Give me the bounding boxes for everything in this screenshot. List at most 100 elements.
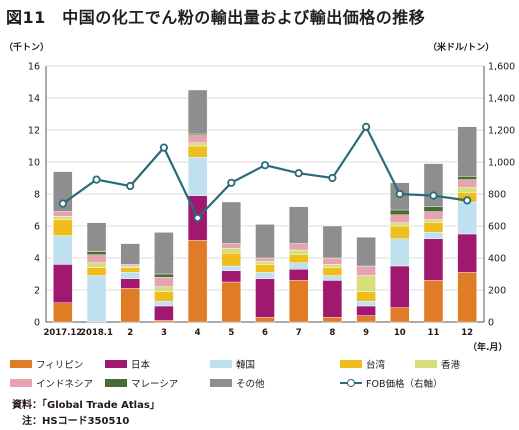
bar-segment <box>154 277 174 288</box>
bar-segment <box>322 225 343 259</box>
bar-segment <box>187 156 208 196</box>
x-tick-label: 6 <box>262 328 268 338</box>
bar-segment <box>255 272 275 279</box>
bar-segment <box>288 262 309 270</box>
bar-segment <box>457 187 477 193</box>
price-point <box>227 178 236 187</box>
bar-segment <box>423 280 444 323</box>
legend-label: FOB価格（右軸） <box>366 379 443 390</box>
x-tick-label: 2017.12 <box>43 328 82 338</box>
bar-segment <box>288 206 309 244</box>
bar-segment <box>154 286 174 292</box>
bar-segment <box>187 240 208 323</box>
x-tick-label: 5 <box>228 328 234 338</box>
legend-item: 韓国 <box>210 357 255 371</box>
x-axis-unit: （年.月） <box>468 343 508 353</box>
bar-segment <box>288 249 309 256</box>
y-tick-label: 16 <box>28 62 40 73</box>
bar-segment <box>255 317 275 323</box>
price-point <box>294 169 303 178</box>
y2-tick-label: 1,400 <box>488 94 515 105</box>
legend-label: その他 <box>236 379 265 390</box>
hs-code-note: 注：HSコード350510 <box>22 416 130 427</box>
bar-segment <box>423 163 444 208</box>
bar-segment <box>120 267 140 273</box>
bar-segment <box>288 254 309 264</box>
bar-segment <box>322 257 343 265</box>
bar-segment <box>322 317 343 323</box>
x-tick-label: 2018.1 <box>80 328 113 338</box>
bar-segment <box>356 305 376 316</box>
price-point <box>159 143 169 152</box>
bar-segment <box>154 232 174 275</box>
price-point <box>126 181 135 191</box>
bar-segment <box>423 206 444 212</box>
bar-segment <box>221 201 242 244</box>
bar-segment <box>53 211 73 217</box>
bar-segment <box>53 264 73 303</box>
x-tick-label: 10 <box>394 328 406 338</box>
bar-segment <box>53 216 73 220</box>
y2-tick-label: 800 <box>488 190 506 201</box>
y-tick-label: 10 <box>28 158 40 169</box>
price-point <box>193 213 202 223</box>
bar-segment <box>120 243 140 265</box>
bar-segment <box>53 235 73 265</box>
bar-segment <box>423 211 444 220</box>
bar-segment <box>221 248 242 254</box>
left-axis-unit: （千トン） <box>4 43 50 53</box>
bar-segment <box>221 252 242 267</box>
bar-segment <box>120 265 140 268</box>
right-axis-unit: （米ドル/トン） <box>428 43 495 53</box>
bar-segment <box>120 264 140 267</box>
legend-swatch <box>10 360 32 368</box>
legend: フィリピン 日本 韓国 台湾 香港 インドネシア マレーシア その他 FOB価格（右軸） <box>10 357 515 393</box>
legend-item: マレーシア <box>105 376 178 390</box>
y-tick-label: 12 <box>28 126 40 137</box>
bar-segment <box>187 134 208 144</box>
y2-tick-label: 1,200 <box>488 126 515 137</box>
bar-segment <box>288 243 309 251</box>
bar-segment <box>390 222 410 227</box>
bar-segment <box>322 280 343 318</box>
y-tick-label: 0 <box>34 318 40 329</box>
legend-item: 日本 <box>105 357 150 371</box>
bar-segment <box>390 209 410 216</box>
legend-swatch <box>210 379 232 387</box>
x-tick-label: 12 <box>461 328 473 338</box>
legend-label: 韓国 <box>236 360 256 371</box>
bar-segment <box>86 275 107 323</box>
bar-segment <box>390 238 410 267</box>
bar-segment <box>356 315 376 323</box>
source-note: 資料：「Global Trade Atlas」 <box>12 400 160 411</box>
bar-segment <box>86 251 107 256</box>
bar-segment <box>423 219 444 224</box>
y-tick-label: 14 <box>28 94 40 105</box>
y-tick-label: 6 <box>34 222 40 233</box>
price-point <box>328 173 337 183</box>
y2-tick-label: 0 <box>488 318 494 329</box>
bar-segment <box>255 224 275 259</box>
price-point <box>260 161 270 170</box>
legend-item: 香港 <box>415 357 460 371</box>
bar-segment <box>390 225 410 240</box>
legend-item: 台湾 <box>340 357 385 371</box>
x-tick-label: 3 <box>161 328 167 338</box>
price-point <box>429 191 438 200</box>
y2-tick-label: 1,000 <box>488 158 515 169</box>
bar-segment <box>53 171 73 212</box>
bar-segment <box>390 265 410 308</box>
bar-segment <box>154 291 174 302</box>
bar-segment <box>221 270 242 283</box>
bar-segment <box>390 307 410 323</box>
price-point <box>58 199 67 208</box>
legend-swatch <box>210 360 232 368</box>
bar-segment <box>86 262 107 268</box>
legend-swatch <box>105 379 127 387</box>
bar-segment <box>221 281 242 323</box>
bar-segment <box>255 264 275 273</box>
bar-segment <box>457 272 477 323</box>
bar-segment <box>154 301 174 307</box>
y-tick-label: 4 <box>34 254 40 265</box>
